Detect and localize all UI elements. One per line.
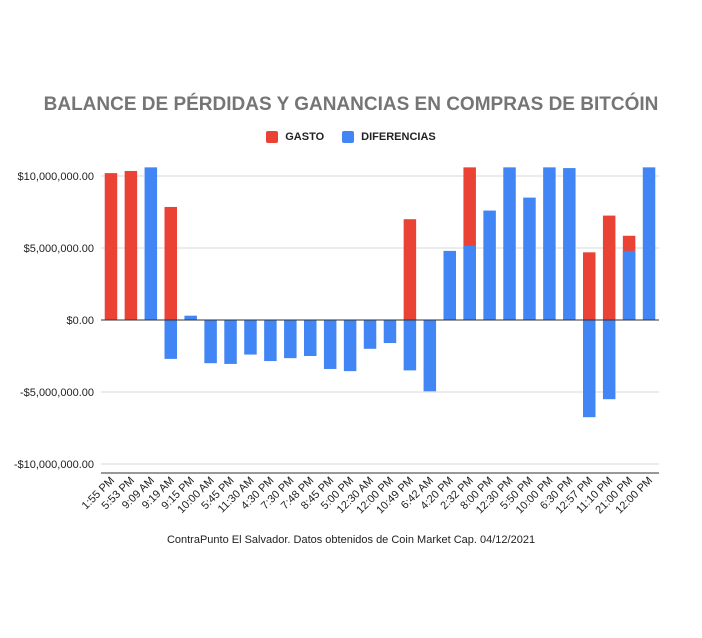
y-tick-labels: $10,000,000.00 $5,000,000.00 $0.00 -$5,000,… [14,171,94,471]
legend-swatch-diferencias [342,131,355,143]
bar-diferencias-2 [144,167,158,320]
bar-diferencias-7 [244,320,257,355]
bar-diferencias-26 [622,250,636,320]
x-tick-labels: 1:55 PM5:53 PM9:09 AM9:19 AM9:15 PM10:00… [80,475,656,517]
bar-diferencias-20 [503,167,516,320]
bars [104,167,656,418]
bar-gasto-15 [403,219,417,320]
bar-diferencias-27 [642,167,656,320]
bar-diferencias-8 [264,320,277,362]
bar-gasto-24 [583,252,596,320]
bar-diferencias-23 [563,168,576,320]
bar-diferencias-14 [383,320,397,344]
chart-caption: ContraPunto El Salvador. Datos obtenidos… [166,534,536,546]
bar-gasto-25 [602,215,616,320]
bar-diferencias-10 [304,320,317,356]
legend-swatch-gasto [266,131,279,143]
bar-diferencias-5 [204,320,217,364]
bar-diferencias-11 [323,320,337,369]
bar-diferencias-17 [443,250,456,320]
bar-diferencias-12 [343,320,357,372]
bar-gasto-3 [164,206,177,320]
bar-diferencias-19 [483,210,496,320]
axes [101,319,659,474]
bar-diferencias-25 [602,320,616,400]
y-tick-label: $10,000,000.00 [18,171,94,183]
legend-item-diferencias: DIFERENCIAS [342,131,436,143]
y-tick-label: -$5,000,000.00 [20,387,94,399]
bar-diferencias-3 [164,320,177,359]
bar-diferencias-24 [583,320,596,418]
legend-label-gasto: GASTO [285,131,325,143]
bar-diferencias-9 [284,320,297,359]
legend: GASTO DIFERENCIAS [0,131,702,143]
bar-diferencias-22 [543,167,556,320]
legend-item-gasto: GASTO [266,131,324,143]
y-tick-label: $0.00 [66,315,94,327]
bar-diferencias-18 [463,245,476,320]
chart-title: BALANCE DE PÉRDIDAS Y GANANCIAS EN COMPR… [43,94,659,115]
y-tick-label: -$10,000,000.00 [14,459,94,471]
legend-label-diferencias: DIFERENCIAS [361,131,436,143]
bar-diferencias-16 [423,320,437,392]
bar-gasto-0 [104,173,118,320]
y-tick-label: $5,000,000.00 [24,243,94,255]
bar-diferencias-13 [363,320,377,349]
bar-diferencias-21 [523,197,536,320]
bar-diferencias-6 [224,320,237,364]
bar-diferencias-15 [403,320,417,371]
bar-diferencias-4 [184,315,197,320]
bar-gasto-1 [124,170,138,320]
